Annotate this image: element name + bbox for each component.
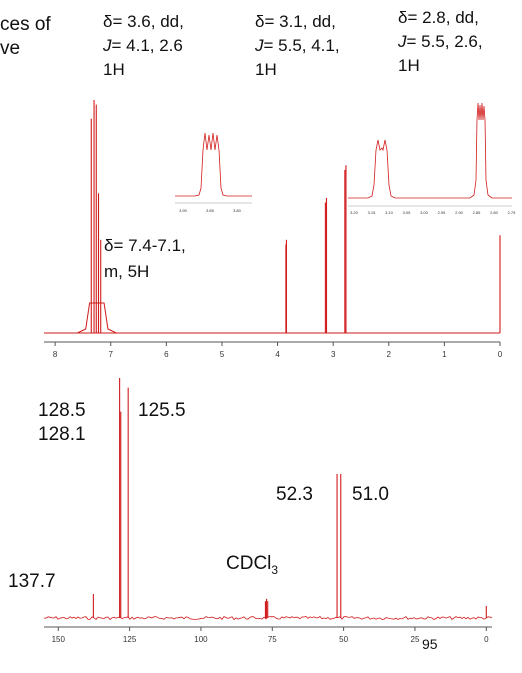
c-label-51-0: 51.0 <box>352 484 389 505</box>
j-symbol: J <box>398 32 407 51</box>
h-tick-label-3: 5 <box>220 350 225 359</box>
j-symbol: J <box>103 36 112 55</box>
inset-2-tick-0: 3.20 <box>350 210 359 215</box>
annotation-1-delta: δ= 3.6, dd, <box>103 12 184 31</box>
solvent-main: CDCl <box>226 553 272 574</box>
inset-2: 3.20 3.15 3.10 3.05 3.00 2.95 2.90 2.85 2.80 2.75 <box>348 102 517 215</box>
solvent-label: CDCl3 <box>226 553 278 581</box>
h-tick-label-2: 6 <box>164 350 169 359</box>
h-tick-label-5: 3 <box>331 350 336 359</box>
annotation-2-coupling: J= 5.5, 4.1, <box>255 36 340 56</box>
annotation-3-j: = 5.5, 2.6, <box>406 32 483 51</box>
h-tick-label-0: 8 <box>53 350 58 359</box>
c-tick-label-1: 125 <box>123 635 137 644</box>
annotation-4-delta: δ= 7.4-7.1, <box>104 236 186 255</box>
inset-2-tick-1: 3.15 <box>368 210 377 215</box>
h-tick-label-8: 0 <box>498 350 503 359</box>
inset-2-tick-3: 3.05 <box>403 210 412 215</box>
truncated-text-line-1: ces of <box>0 14 51 35</box>
inset-2-tick-2: 3.10 <box>385 210 394 215</box>
solvent-sub: 3 <box>271 562 279 577</box>
inset-2-tick-5: 2.95 <box>438 210 447 215</box>
h-tick-label-4: 4 <box>275 350 280 359</box>
c-label-52-3: 52.3 <box>276 484 313 505</box>
annotation-1-j: = 4.1, 2.6 <box>111 36 183 55</box>
annotation-3-delta: δ= 2.8, dd, <box>398 8 479 27</box>
annotation-2-delta: δ= 3.1, dd, <box>255 12 336 31</box>
inset-2-tick-7: 2.85 <box>473 210 482 215</box>
c-tick-label-0: 150 <box>52 635 66 644</box>
inset-2-tick-4: 3.00 <box>420 210 429 215</box>
h-tick-label-7: 1 <box>442 350 447 359</box>
inset-2-tick-9: 2.75 <box>508 210 517 215</box>
c-label-128-1: 128.1 <box>38 424 86 445</box>
truncated-text-line-2: ve <box>0 38 21 59</box>
c-tick-label-4: 50 <box>339 635 348 644</box>
annotation-4-mult: m, 5H <box>104 262 150 281</box>
h-multiplet-envelope <box>77 302 117 334</box>
c-tick-label-5: 25 <box>411 635 420 644</box>
c-tick-label-3: 75 <box>268 635 277 644</box>
c-tick-label-6: 0 <box>484 635 489 644</box>
inset-2-trace <box>348 102 512 199</box>
inset-1-tick-0: 3.90 <box>179 208 188 213</box>
annotation-2-mult: 1H <box>255 60 277 79</box>
c-nmr-spectrum: 150 125 100 75 50 25 0 <box>43 378 493 644</box>
annotation-2-j: = 5.5, 4.1, <box>263 36 340 55</box>
c-label-128-5: 128.5 <box>38 400 86 421</box>
inset-2-tick-8: 2.80 <box>490 210 499 215</box>
inset-1-tick-2: 3.80 <box>233 208 242 213</box>
j-symbol: J <box>255 36 264 55</box>
annotation-3-coupling: J= 5.5, 2.6, <box>398 32 483 52</box>
h-tick-label-6: 2 <box>387 350 392 359</box>
inset-1-tick-1: 3.85 <box>206 208 215 213</box>
c-tick-label-2: 100 <box>194 635 208 644</box>
page-number: 95 <box>422 636 438 652</box>
h-tick-label-1: 7 <box>109 350 114 359</box>
c-label-137-7: 137.7 <box>8 571 56 592</box>
inset-1-trace <box>175 132 252 197</box>
inset-1: 3.90 3.85 3.80 <box>175 132 252 213</box>
annotation-3-mult: 1H <box>398 56 420 75</box>
c-label-125-5: 125.5 <box>138 400 186 421</box>
annotation-1-mult: 1H <box>103 60 125 79</box>
annotation-1-coupling: J= 4.1, 2.6 <box>103 36 183 56</box>
inset-2-tick-6: 2.90 <box>455 210 464 215</box>
